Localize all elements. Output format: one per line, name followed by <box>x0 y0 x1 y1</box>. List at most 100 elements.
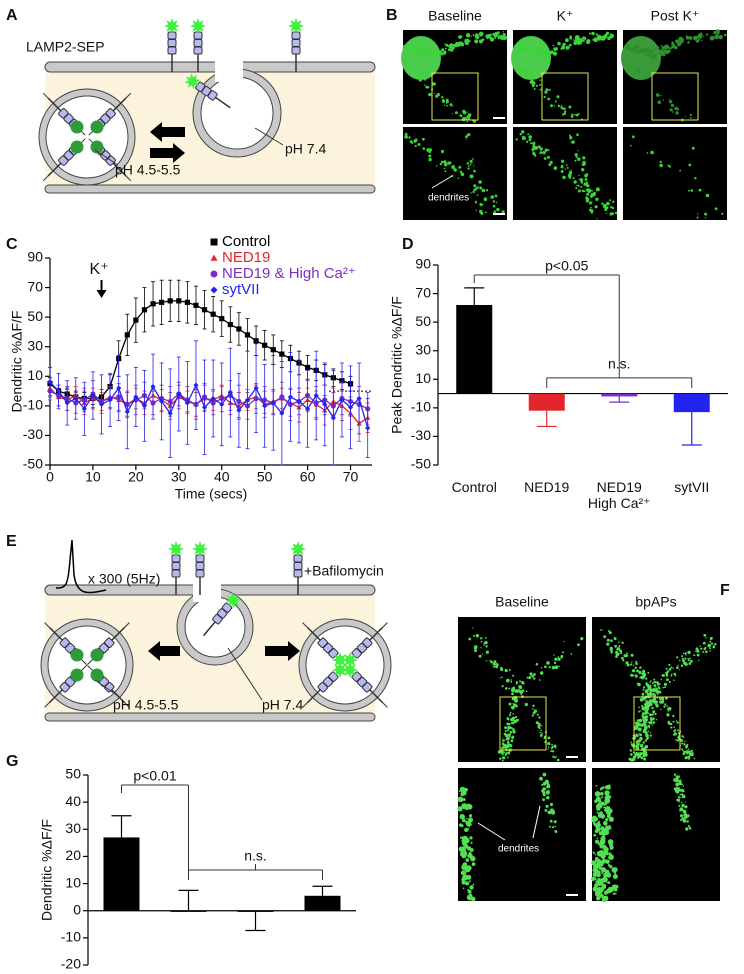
puncta <box>665 671 669 675</box>
puncta <box>609 827 612 830</box>
puncta <box>607 857 609 860</box>
data-point <box>279 410 285 416</box>
puncta <box>642 688 645 691</box>
puncta <box>645 733 649 738</box>
puncta <box>632 664 635 667</box>
puncta <box>643 78 645 81</box>
puncta <box>509 711 512 714</box>
puncta <box>528 135 532 139</box>
puncta <box>666 678 669 682</box>
puncta <box>578 178 580 181</box>
puncta <box>586 192 589 196</box>
puncta <box>485 650 489 654</box>
puncta <box>452 105 454 107</box>
puncta <box>458 165 462 169</box>
puncta <box>613 637 617 641</box>
puncta <box>644 705 647 707</box>
puncta <box>479 204 483 207</box>
puncta <box>651 724 653 726</box>
puncta <box>485 637 487 639</box>
puncta <box>605 206 609 210</box>
puncta <box>644 710 649 714</box>
puncta <box>540 50 545 55</box>
puncta <box>445 43 449 47</box>
puncta <box>494 194 498 198</box>
puncta <box>600 813 606 819</box>
puncta <box>690 659 693 663</box>
puncta <box>655 686 657 689</box>
puncta <box>505 734 509 738</box>
puncta <box>625 654 629 658</box>
puncta <box>630 673 634 677</box>
puncta <box>424 84 426 86</box>
puncta <box>556 758 560 762</box>
puncta <box>435 165 438 167</box>
puncta <box>643 686 645 689</box>
puncta <box>645 737 649 741</box>
puncta <box>668 46 671 50</box>
puncta <box>723 33 727 37</box>
puncta <box>404 135 408 139</box>
puncta <box>504 730 507 732</box>
puncta <box>681 783 683 786</box>
puncta <box>670 103 675 108</box>
puncta <box>455 42 461 47</box>
bar <box>673 393 710 413</box>
puncta <box>644 48 649 53</box>
puncta <box>521 130 525 134</box>
sep-fluorophore <box>192 541 208 557</box>
data-point <box>279 351 285 357</box>
puncta <box>615 655 618 658</box>
puncta <box>634 752 638 756</box>
puncta <box>679 169 681 172</box>
leader <box>94 679 119 697</box>
puncta <box>639 733 642 737</box>
puncta <box>505 744 510 749</box>
puncta <box>553 820 557 824</box>
puncta <box>553 166 558 171</box>
protein-domain <box>193 39 203 47</box>
puncta <box>595 839 599 844</box>
puncta <box>524 50 527 53</box>
puncta <box>518 42 524 47</box>
puncta <box>596 811 599 814</box>
puncta <box>540 729 542 732</box>
puncta <box>599 838 606 845</box>
puncta <box>532 151 536 156</box>
puncta <box>550 104 553 108</box>
puncta <box>577 113 580 115</box>
puncta <box>595 37 599 41</box>
puncta <box>670 726 673 729</box>
puncta <box>568 134 571 137</box>
data-point <box>365 425 371 431</box>
action-potential-trace <box>55 539 107 594</box>
puncta <box>675 111 679 115</box>
data-point <box>73 395 79 402</box>
puncta <box>422 147 426 150</box>
label: LAMP2-SEP <box>26 39 105 55</box>
puncta <box>468 814 473 818</box>
puncta <box>473 165 475 167</box>
puncta <box>504 668 508 673</box>
puncta <box>503 732 507 736</box>
data-point <box>81 406 87 412</box>
protein-domain <box>193 46 203 55</box>
puncta <box>443 167 446 170</box>
lamp2-protein <box>306 626 349 669</box>
zoom-box <box>541 72 589 121</box>
label: -10 <box>411 399 431 415</box>
puncta <box>639 698 644 702</box>
puncta <box>688 659 690 662</box>
protein-stalk <box>306 689 321 704</box>
puncta <box>632 669 635 672</box>
puncta <box>527 133 530 136</box>
puncta <box>704 212 708 216</box>
puncta <box>696 653 700 657</box>
puncta <box>670 666 673 669</box>
puncta <box>577 184 580 187</box>
protein-domain <box>58 108 69 119</box>
puncta <box>614 884 619 889</box>
data-point <box>133 317 139 323</box>
puncta <box>511 716 516 721</box>
puncta <box>458 823 463 827</box>
